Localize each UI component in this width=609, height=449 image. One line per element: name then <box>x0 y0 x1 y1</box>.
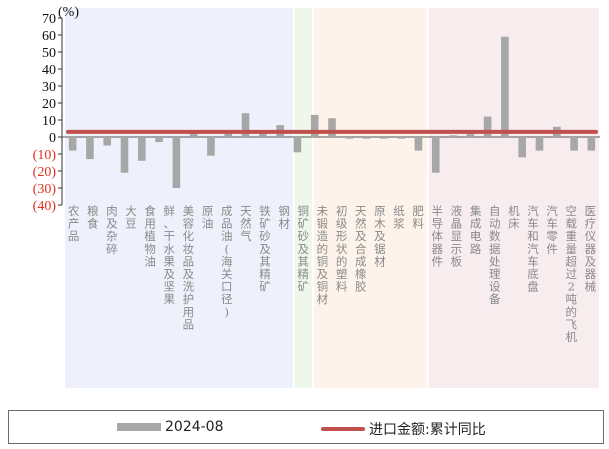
x-category-label: 原木及锯材 <box>374 204 386 268</box>
bar <box>172 137 181 188</box>
bar <box>207 137 215 156</box>
bar <box>138 137 146 161</box>
y-tick-label: (40) <box>33 199 57 214</box>
y-tick-label: 60 <box>42 29 56 44</box>
bar <box>155 137 163 143</box>
bar <box>103 137 112 146</box>
x-category-label: 粮食 <box>87 204 99 231</box>
x-category-label: 半导体器件 <box>432 204 444 268</box>
x-category-label: 医疗仪器及器械 <box>585 204 597 294</box>
bar <box>86 137 94 160</box>
bar <box>241 113 250 137</box>
y-tick-label: 20 <box>42 97 56 112</box>
legend-line-label: 进口金额:累计同比 <box>369 422 486 438</box>
x-category-label: 纸浆 <box>393 204 405 231</box>
bar <box>380 137 388 139</box>
x-category-label: 汽车零件 <box>546 204 558 256</box>
legend-item-line: 进口金额:累计同比 <box>321 419 486 439</box>
bar <box>587 137 596 151</box>
x-category-label: 肥料 <box>412 204 424 231</box>
y-tick-label: 0 <box>49 131 56 146</box>
legend: 2024-08 进口金额:累计同比 <box>8 410 604 444</box>
group-band <box>294 8 312 388</box>
legend-line-swatch <box>321 427 365 431</box>
x-category-label: 原油 <box>202 204 214 231</box>
bar <box>328 118 336 137</box>
bar <box>397 137 405 139</box>
bar <box>224 133 233 137</box>
x-category-label: 天然及合成橡胶 <box>355 204 367 294</box>
bar <box>518 137 526 158</box>
group-band <box>65 8 293 388</box>
y-tick-label: (30) <box>33 182 57 197</box>
bar <box>68 137 77 151</box>
y-tick-label: (20) <box>33 165 57 180</box>
y-tick-label: 50 <box>42 46 56 61</box>
chart-canvas: 70 60 50 40 30 20 10 0 (10) (20) (30) (40) (%) 农产品粮食… <box>33 5 600 388</box>
bar <box>431 137 440 173</box>
y-tick-label: 40 <box>42 63 56 78</box>
bar <box>362 137 371 139</box>
legend-bar-swatch <box>117 423 161 431</box>
bar <box>293 137 302 153</box>
x-category-label: 食用植物油 <box>144 204 156 268</box>
y-tick-label: 10 <box>42 114 56 129</box>
x-category-label: 钢材 <box>278 204 290 231</box>
group-band <box>428 8 599 388</box>
x-category-label: 美容化妆品及洗护用品 <box>183 204 195 331</box>
x-category-label: 成品油(海关口径) <box>221 204 233 319</box>
bar <box>501 36 509 138</box>
y-tick-label: (10) <box>33 148 57 163</box>
group-band <box>313 8 427 388</box>
bar <box>345 137 354 139</box>
x-category-label: 初级形状的塑料 <box>336 204 348 294</box>
x-category-label: 鲜、干水果及坚果 <box>164 204 176 306</box>
bar <box>466 133 475 137</box>
legend-item-bars: 2024-08 <box>117 419 224 435</box>
x-category-label: 农产品 <box>68 204 80 243</box>
bar <box>189 133 198 137</box>
x-category-label: 天然气 <box>240 204 252 243</box>
y-unit-label: (%) <box>58 5 79 20</box>
x-category-label: 液晶显示板 <box>451 204 463 268</box>
x-category-label: 机床 <box>508 204 520 231</box>
x-category-label: 空载重量超过 2 吨的飞机 <box>566 204 578 344</box>
y-tick-label: 70 <box>42 12 56 27</box>
bar <box>570 137 578 151</box>
bar <box>483 116 492 137</box>
bar <box>535 137 544 151</box>
x-category-label: 铜矿砂及其精矿 <box>298 204 310 294</box>
bar <box>414 137 423 151</box>
x-category-label: 汽车和汽车底盘 <box>527 204 539 294</box>
bar <box>310 114 319 137</box>
x-category-label: 集成电路 <box>470 204 482 256</box>
x-category-label: 大豆 <box>125 204 137 231</box>
bar <box>120 137 129 173</box>
x-category-label: 铁矿砂及其精矿 <box>259 204 271 294</box>
legend-bar-label: 2024-08 <box>165 419 224 435</box>
bar <box>259 133 267 137</box>
x-category-label: 自动数据处理设备 <box>489 204 501 306</box>
y-tick-label: 30 <box>42 80 56 95</box>
x-category-label: 未锻造的铜及铜材 <box>317 204 329 306</box>
bar <box>449 135 457 137</box>
x-category-label: 肉及杂碎 <box>106 204 118 256</box>
